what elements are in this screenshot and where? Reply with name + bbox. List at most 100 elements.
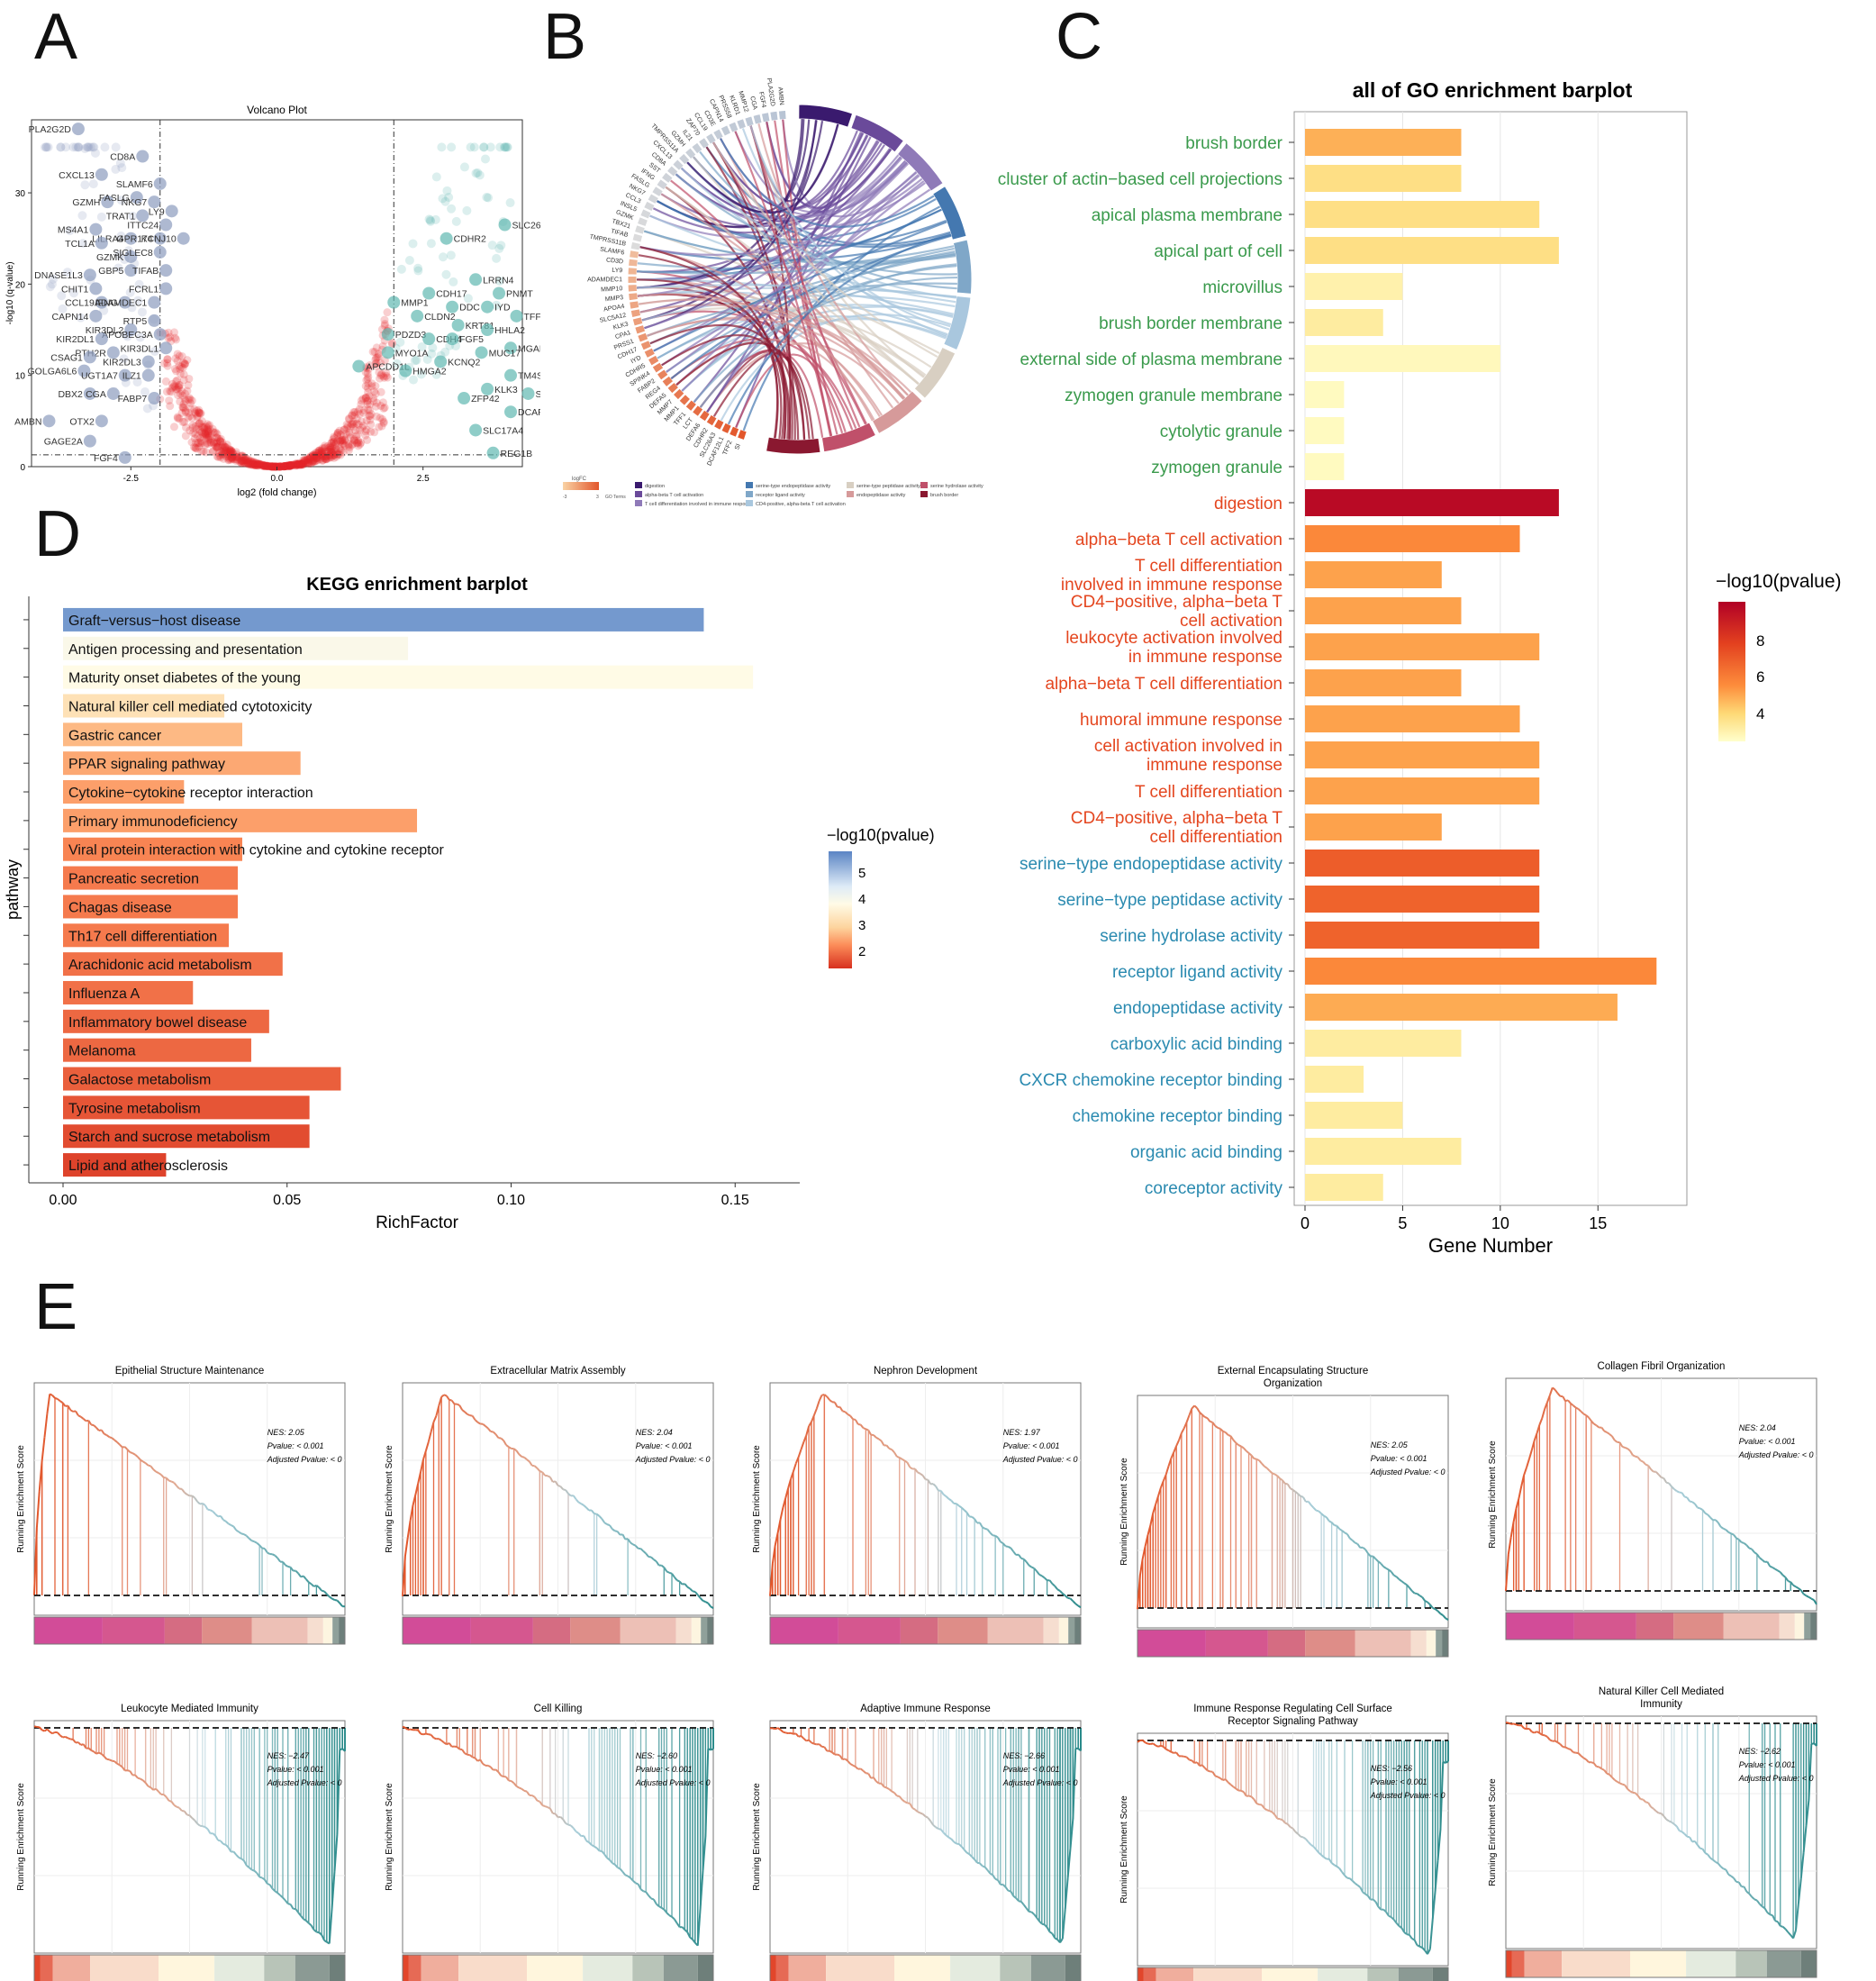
- gsea-curve: [95, 1751, 100, 1755]
- volcano-point: [117, 163, 127, 173]
- volcano-point: [203, 423, 212, 432]
- gsea-curve: [1575, 1406, 1579, 1410]
- volcano-point: [371, 355, 380, 364]
- volcano-point: [325, 445, 334, 454]
- volcano-point: [441, 269, 451, 279]
- volcano-point: [324, 447, 333, 456]
- volcano-point: [430, 214, 440, 224]
- volcano-point: [376, 371, 385, 380]
- volcano-point: [204, 440, 213, 449]
- volcano-point: [269, 462, 278, 471]
- gsea-rank-strip: [1426, 1630, 1436, 1657]
- volcano-point: [163, 355, 172, 364]
- gsea-curve: [454, 1745, 458, 1749]
- volcano-point: [287, 460, 296, 469]
- volcano-point: [322, 455, 331, 464]
- gsea-curve: [1788, 1580, 1791, 1584]
- volcano-point: [125, 287, 135, 297]
- volcano-point: [181, 407, 190, 416]
- gsea-curve: [1284, 1482, 1288, 1486]
- volcano-point: [168, 379, 177, 388]
- volcano-point: [299, 456, 308, 465]
- gsea-curve: [1005, 1545, 1009, 1548]
- gsea-curve: [1008, 1889, 1011, 1893]
- gsea-rank-strip: [34, 1955, 41, 1981]
- volcano-point: [165, 396, 174, 405]
- volcano-point: [243, 458, 252, 467]
- volcano-point: [337, 446, 346, 455]
- gsea-curve: [1508, 1722, 1512, 1725]
- gsea-rank-strip: [1137, 1967, 1144, 1981]
- gsea-rank-strip: [1267, 1630, 1306, 1657]
- volcano-point: [128, 211, 138, 221]
- gsea-rank-strip: [1723, 1613, 1780, 1640]
- volcano-point: [176, 364, 185, 373]
- volcano-point: [364, 365, 373, 374]
- volcano-point: [295, 460, 304, 469]
- gsea-curve: [433, 1737, 437, 1740]
- volcano-point: [333, 450, 342, 459]
- gsea-curve: [98, 1751, 103, 1755]
- volcano-point: [205, 421, 214, 430]
- volcano-point: [220, 446, 229, 455]
- gsea-curve: [1645, 1463, 1649, 1467]
- gsea-curve: [116, 1762, 121, 1767]
- gsea-rank-strip: [1000, 1955, 1031, 1981]
- volcano-point: [316, 450, 325, 459]
- volcano-point: [230, 455, 239, 464]
- volcano-point: [56, 142, 66, 152]
- volcano-point: [260, 461, 269, 470]
- gsea-curve: [1513, 1722, 1517, 1726]
- volcano-point: [218, 438, 227, 447]
- gsea-curve: [1780, 1925, 1783, 1928]
- volcano-point: [292, 461, 301, 470]
- gsea-curve: [104, 1432, 107, 1436]
- volcano-point: [322, 455, 331, 464]
- gsea-curve: [251, 1540, 255, 1543]
- gsea-rank-strip: [1193, 1967, 1262, 1981]
- volcano-point: [366, 412, 375, 421]
- gsea-curve: [643, 1890, 647, 1894]
- volcano-point: [361, 394, 370, 403]
- gsea-rank-strip: [1562, 1950, 1630, 1977]
- gsea-rank-strip: [1766, 1950, 1801, 1977]
- volcano-point: [282, 462, 291, 471]
- volcano-point: [264, 462, 273, 471]
- volcano-point: [328, 448, 337, 457]
- volcano-point: [494, 277, 504, 286]
- volcano-point: [303, 456, 312, 465]
- volcano-point: [311, 451, 320, 460]
- gsea-curve: [666, 1570, 670, 1574]
- volcano-point: [327, 439, 336, 448]
- volcano-point: [471, 168, 481, 178]
- volcano-point: [188, 423, 197, 432]
- gsea-curve: [410, 1728, 413, 1731]
- volcano-point: [377, 422, 386, 431]
- volcano-point: [193, 412, 202, 421]
- volcano-point: [345, 428, 354, 437]
- gsea-curve: [1697, 1506, 1700, 1510]
- gsea-curve: [231, 1524, 234, 1528]
- volcano-point: [260, 461, 269, 470]
- gsea-rank-strip: [1068, 1617, 1075, 1644]
- gsea-adj-pvalue: Adjusted Pvalue: < 0: [1002, 1778, 1078, 1787]
- volcano-point: [227, 447, 236, 456]
- gsea-rank-strip: [987, 1617, 1044, 1644]
- gsea-curve: [51, 1731, 56, 1735]
- gsea-rank-strip: [900, 1617, 938, 1644]
- gsea-title: Organization: [1264, 1378, 1322, 1389]
- gsea-rank-strip: [202, 1617, 252, 1644]
- gsea-rank-strip: [408, 1955, 421, 1981]
- volcano-point: [427, 349, 437, 359]
- volcano-point: [180, 395, 189, 404]
- volcano-point: [250, 460, 259, 469]
- gsea-y-label: Running Enrichment Score: [1488, 1440, 1498, 1549]
- volcano-point: [284, 461, 293, 470]
- volcano-point: [447, 204, 457, 214]
- gsea-rank-strip: [620, 1617, 676, 1644]
- panel-label-b: B: [543, 1, 587, 73]
- volcano-point: [184, 408, 193, 417]
- volcano-point: [346, 433, 355, 442]
- gsea-rank-strip: [663, 1955, 698, 1981]
- volcano-point: [77, 211, 87, 221]
